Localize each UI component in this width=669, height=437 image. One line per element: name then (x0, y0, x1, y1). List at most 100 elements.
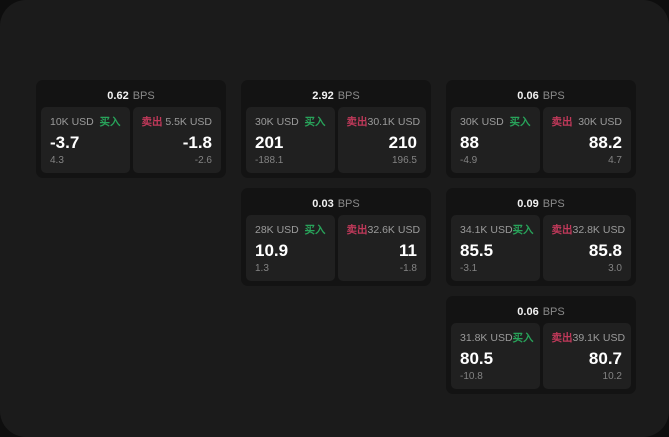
buy-size-label: 10K USD (50, 115, 94, 128)
buy-main-value: 85.5 (460, 240, 494, 260)
buy-side-label: 买入 (512, 224, 534, 236)
card-body: 30K USD 买入 88 -4.9 卖出 30K USD 88.2 4.7 (451, 107, 631, 173)
panel-buy[interactable]: 30K USD 买入 201 -188.1 (246, 107, 335, 173)
spread-card-1[interactable]: 0.62 BPS 10K USD 买入 -3.7 4.3 卖出 5.5K USD -1.8 -2.… (36, 80, 226, 178)
card-body: 30K USD 买入 201 -188.1 卖出 30.1K USD 210 196.5 (246, 107, 426, 173)
panel-sell[interactable]: 卖出 32.8K USD 85.8 3.0 (542, 215, 631, 281)
panel-header: 34.1K USD 买入 (460, 223, 534, 237)
spread-card-5[interactable]: 0.09 BPS 34.1K USD 买入 85.5 -3.1 卖出 32.8K USD 85.… (446, 188, 636, 286)
sell-main-value: 210 (388, 132, 417, 152)
panel-sell[interactable]: 卖出 30.1K USD 210 196.5 (337, 107, 426, 173)
bps-value: 0.03 (312, 197, 334, 210)
sell-size-label: 30.1K USD (367, 115, 421, 128)
buy-sub-value: 1.3 (255, 263, 269, 274)
buy-sub-value: -10.8 (460, 371, 483, 382)
sell-sub-value: -1.8 (399, 263, 417, 274)
panel-sell[interactable]: 卖出 32.6K USD 11 -1.8 (337, 215, 426, 281)
card-header: 0.06 BPS (451, 85, 631, 107)
buy-size-label: 34.1K USD (460, 223, 513, 236)
buy-side-label: 买入 (509, 116, 531, 128)
sell-side-label: 卖出 (346, 116, 368, 128)
card-header: 0.06 BPS (451, 301, 631, 323)
buy-main-value: 88 (460, 132, 479, 152)
panel-header: 卖出 39.1K USD (551, 331, 626, 345)
column-2: 2.92 BPS 30K USD 买入 201 -188.1 卖出 30.1K USD 210 1… (241, 80, 431, 394)
sell-main-value: 11 (399, 240, 417, 260)
column-3: 0.06 BPS 30K USD 买入 88 -4.9 卖出 30K USD 88.2 4.7 0.… (446, 80, 636, 394)
sell-sub-value: 196.5 (391, 155, 417, 166)
card-body: 10K USD 买入 -3.7 4.3 卖出 5.5K USD -1.8 -2.6 (41, 107, 221, 173)
panel-buy[interactable]: 34.1K USD 买入 85.5 -3.1 (451, 215, 540, 281)
panel-header: 卖出 5.5K USD (141, 115, 213, 129)
sell-size-label: 30K USD (578, 115, 622, 128)
bps-unit-label: BPS (542, 197, 565, 210)
sell-main-value: 85.8 (588, 240, 622, 260)
bps-value: 2.92 (312, 89, 334, 102)
spread-card-6[interactable]: 0.06 BPS 31.8K USD 买入 80.5 -10.8 卖出 39.1K USD 80… (446, 296, 636, 394)
buy-main-value: 10.9 (255, 240, 289, 260)
buy-sub-value: -4.9 (460, 155, 478, 166)
card-body: 28K USD 买入 10.9 1.3 卖出 32.6K USD 11 -1.8 (246, 215, 426, 281)
panel-buy[interactable]: 31.8K USD 买入 80.5 -10.8 (451, 323, 540, 389)
sell-main-value: 88.2 (588, 132, 622, 152)
panel-sell[interactable]: 卖出 30K USD 88.2 4.7 (542, 107, 631, 173)
card-header: 2.92 BPS (246, 85, 426, 107)
buy-size-label: 28K USD (255, 223, 299, 236)
buy-side-label: 买入 (512, 332, 534, 344)
buy-side-label: 买入 (304, 224, 326, 236)
sell-sub-value: 3.0 (608, 263, 622, 274)
bps-unit-label: BPS (542, 305, 565, 318)
card-body: 34.1K USD 买入 85.5 -3.1 卖出 32.8K USD 85.8 3.0 (451, 215, 631, 281)
sell-sub-value: -2.6 (194, 155, 212, 166)
card-header: 0.09 BPS (451, 193, 631, 215)
sell-size-label: 32.8K USD (572, 223, 626, 236)
panel-header: 卖出 32.6K USD (347, 223, 421, 237)
card-header: 0.03 BPS (246, 193, 426, 215)
buy-size-label: 31.8K USD (460, 331, 513, 344)
sell-side-label: 卖出 (141, 116, 163, 128)
spread-card-2[interactable]: 2.92 BPS 30K USD 买入 201 -188.1 卖出 30.1K USD 210 1… (241, 80, 431, 178)
bps-value: 0.06 (517, 89, 539, 102)
bps-unit-label: BPS (337, 89, 360, 102)
buy-main-value: -3.7 (50, 132, 80, 152)
buy-size-label: 30K USD (460, 115, 504, 128)
buy-sub-value: -3.1 (460, 263, 478, 274)
buy-main-value: 80.5 (460, 348, 494, 368)
panel-sell[interactable]: 卖出 5.5K USD -1.8 -2.6 (132, 107, 221, 173)
panel-header: 31.8K USD 买入 (460, 331, 534, 345)
column-1: 0.62 BPS 10K USD 买入 -3.7 4.3 卖出 5.5K USD -1.8 -2.… (36, 80, 226, 394)
spread-card-3[interactable]: 0.06 BPS 30K USD 买入 88 -4.9 卖出 30K USD 88.2 4.7 (446, 80, 636, 178)
panel-header: 30K USD 买入 (255, 115, 326, 129)
sell-main-value: 80.7 (588, 348, 622, 368)
sell-sub-value: 10.2 (602, 371, 622, 382)
buy-sub-value: -188.1 (255, 155, 284, 166)
panel-buy[interactable]: 30K USD 买入 88 -4.9 (451, 107, 540, 173)
panel-buy[interactable]: 10K USD 买入 -3.7 4.3 (41, 107, 130, 173)
buy-main-value: 201 (255, 132, 284, 152)
buy-side-label: 买入 (304, 116, 326, 128)
panel-sell[interactable]: 卖出 39.1K USD 80.7 10.2 (542, 323, 631, 389)
bps-unit-label: BPS (337, 197, 360, 210)
panel-header: 30K USD 买入 (460, 115, 531, 129)
buy-side-label: 买入 (99, 116, 121, 128)
buy-size-label: 30K USD (255, 115, 299, 128)
panel-buy[interactable]: 28K USD 买入 10.9 1.3 (246, 215, 335, 281)
bps-value: 0.09 (517, 197, 539, 210)
sell-side-label: 卖出 (551, 116, 573, 128)
sell-side-label: 卖出 (551, 332, 573, 344)
bps-value: 0.06 (517, 305, 539, 318)
card-body: 31.8K USD 买入 80.5 -10.8 卖出 39.1K USD 80.7 10.2 (451, 323, 631, 389)
sell-side-label: 卖出 (551, 224, 573, 236)
panel-header: 28K USD 买入 (255, 223, 326, 237)
card-header: 0.62 BPS (41, 85, 221, 107)
spread-card-board: 0.62 BPS 10K USD 买入 -3.7 4.3 卖出 5.5K USD -1.8 -2.… (36, 80, 636, 400)
sell-size-label: 32.6K USD (367, 223, 421, 236)
panel-header: 卖出 30K USD (551, 115, 623, 129)
panel-header: 卖出 32.8K USD (551, 223, 626, 237)
bps-value: 0.62 (107, 89, 129, 102)
buy-sub-value: 4.3 (50, 155, 64, 166)
spread-card-4[interactable]: 0.03 BPS 28K USD 买入 10.9 1.3 卖出 32.6K USD 11 -1.8 (241, 188, 431, 286)
bps-unit-label: BPS (542, 89, 565, 102)
sell-sub-value: 4.7 (608, 155, 622, 166)
